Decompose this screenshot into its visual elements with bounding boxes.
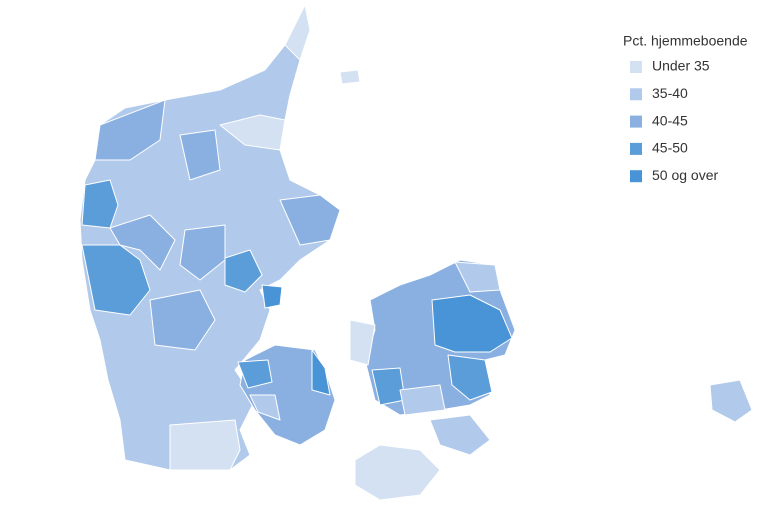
legend-title: Pct. hjemmeboende <box>623 33 748 49</box>
legend-label: 45-50 <box>652 140 688 156</box>
region <box>447 354 493 401</box>
region <box>431 294 513 353</box>
region <box>149 289 216 351</box>
region <box>219 114 286 151</box>
region <box>179 224 226 281</box>
region <box>339 69 361 85</box>
region <box>354 444 441 501</box>
region <box>169 419 241 471</box>
region <box>709 379 753 423</box>
region <box>179 129 221 181</box>
region <box>429 414 491 456</box>
legend-label: 40-45 <box>652 112 688 128</box>
legend-label: 50 og over <box>652 167 718 183</box>
region <box>284 4 311 61</box>
region <box>261 284 283 309</box>
region <box>249 394 281 421</box>
legend-swatch <box>630 170 642 183</box>
region <box>81 179 119 229</box>
legend-label: Under 35 <box>652 58 710 74</box>
legend-swatch <box>630 61 642 73</box>
region <box>349 319 376 366</box>
region <box>454 261 501 293</box>
region <box>237 359 273 389</box>
legend-swatch <box>630 115 642 128</box>
region <box>279 194 341 246</box>
region <box>311 349 331 396</box>
legend-swatch <box>630 88 642 101</box>
legend-swatch <box>630 142 642 155</box>
region <box>399 384 446 416</box>
legend: Pct. hjemmeboende Under 35 35-40 40-45 45-5… <box>623 33 748 183</box>
region <box>224 249 263 293</box>
region <box>81 244 151 316</box>
region <box>94 99 166 161</box>
legend-label: 35-40 <box>652 85 688 101</box>
municipalities <box>79 4 753 501</box>
